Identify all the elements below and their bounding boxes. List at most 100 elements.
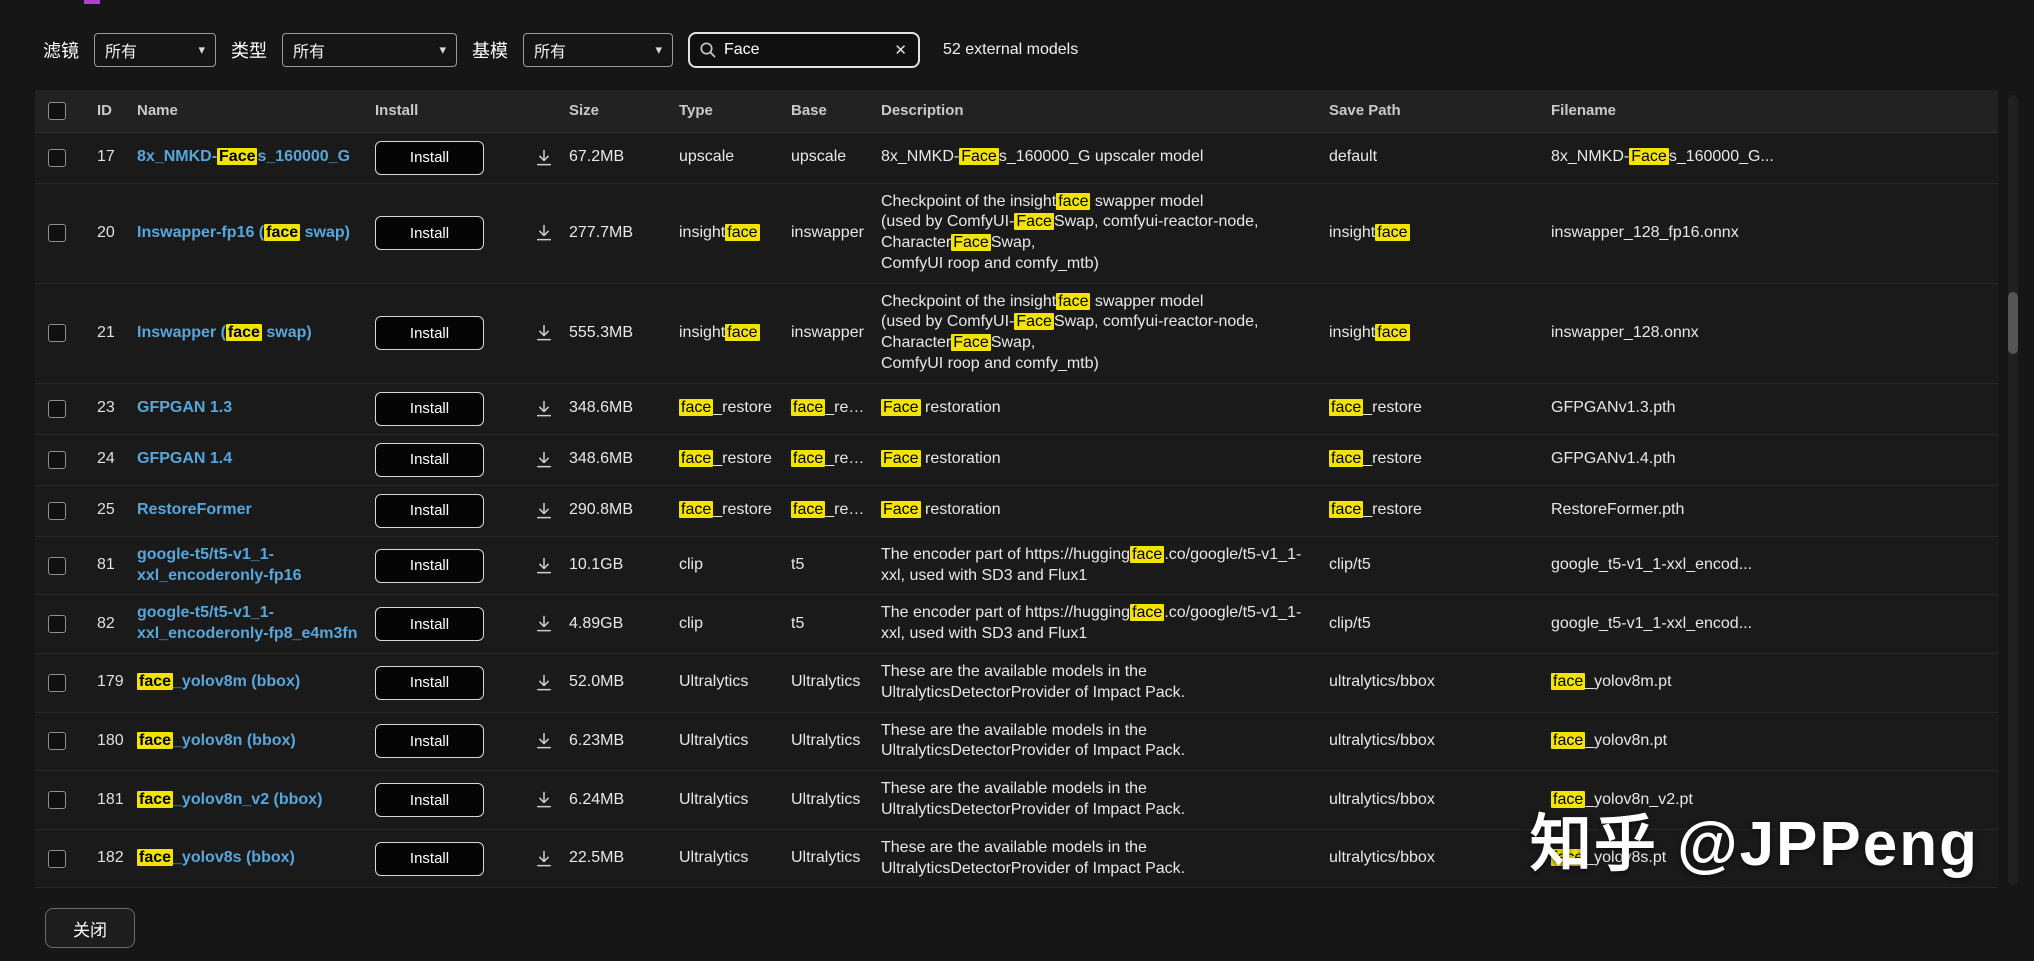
row-checkbox[interactable] <box>48 673 66 692</box>
model-name-link[interactable]: face _yolov8n (bbox) <box>137 732 296 750</box>
clear-search-icon[interactable]: ✕ <box>894 42 907 59</box>
download-icon[interactable] <box>534 790 554 810</box>
row-id: 20 <box>97 223 115 241</box>
row-description: Face restoration <box>881 501 1001 519</box>
install-button[interactable]: Install <box>375 548 484 583</box>
close-button[interactable]: 关闭 <box>45 908 135 948</box>
row-checkbox[interactable] <box>48 791 66 810</box>
model-name-link[interactable]: google-t5/t5-v1_1-xxl_encoderonly-fp16 <box>137 545 302 584</box>
download-icon[interactable] <box>534 614 554 634</box>
install-button[interactable]: Install <box>375 391 484 426</box>
row-checkbox[interactable] <box>48 849 66 868</box>
row-base: Ultralytics <box>791 849 861 867</box>
row-save-path: default <box>1329 148 1378 166</box>
scrollbar-track[interactable] <box>2008 95 2018 885</box>
row-checkbox-cell <box>35 549 97 583</box>
row-type: clip <box>679 556 704 574</box>
table-row: 181 face _yolov8n_v2 (bbox) Install 6.24M… <box>35 771 1998 830</box>
row-size: 555.3MB <box>569 323 634 341</box>
row-type: face _restore <box>679 399 772 417</box>
row-id: 17 <box>97 148 115 166</box>
select-all-checkbox[interactable] <box>48 101 66 120</box>
model-name-link[interactable]: 8x_NMKD- Face s_160000_G <box>137 148 351 166</box>
row-checkbox[interactable] <box>48 501 66 520</box>
row-description: Face restoration <box>881 399 1001 417</box>
table-header-row: ID Name Install Size Type Base Descripti… <box>35 90 1998 133</box>
row-checkbox-cell <box>35 494 97 528</box>
search-box: ✕ <box>688 32 920 68</box>
row-save-path: clip/t5 <box>1329 614 1371 632</box>
model-name-link[interactable]: face _yolov8m (bbox) <box>137 673 301 691</box>
row-type: Ultralytics <box>679 849 749 867</box>
type-select[interactable]: 所有 ▾ <box>282 33 457 67</box>
row-description: The encoder part of https://hugging face.… <box>881 545 1302 584</box>
row-filename: google_t5-v1_1-xxl_encod... <box>1551 556 1753 574</box>
header-install: Install <box>375 102 419 119</box>
search-icon <box>700 42 716 58</box>
scrollbar-thumb[interactable] <box>2008 292 2018 354</box>
download-icon[interactable] <box>534 323 554 343</box>
download-icon[interactable] <box>534 849 554 869</box>
header-description: Description <box>881 102 964 119</box>
header-download <box>523 100 569 122</box>
row-checkbox-cell <box>35 842 97 876</box>
chevron-down-icon: ▾ <box>655 42 662 57</box>
model-name-link[interactable]: GFPGAN 1.4 <box>137 450 233 468</box>
install-button[interactable]: Install <box>375 724 484 759</box>
model-name-link[interactable]: GFPGAN 1.3 <box>137 399 233 417</box>
row-save-path: insight face <box>1329 323 1410 341</box>
row-checkbox-cell <box>35 141 97 175</box>
install-button[interactable]: Install <box>375 442 484 477</box>
install-button[interactable]: Install <box>375 607 484 642</box>
table-row: 82 google-t5/t5-v1_1-xxl_encoderonly-fp8… <box>35 595 1998 655</box>
download-icon[interactable] <box>534 556 554 576</box>
install-button[interactable]: Install <box>375 493 484 528</box>
row-filename: google_t5-v1_1-xxl_encod... <box>1551 614 1753 632</box>
install-button[interactable]: Install <box>375 140 484 175</box>
row-filename: face _yolov8n_v2.pt <box>1551 790 1693 808</box>
download-icon[interactable] <box>534 399 554 419</box>
base-select[interactable]: 所有 ▾ <box>523 33 673 67</box>
row-checkbox[interactable] <box>48 615 66 634</box>
model-name-link[interactable]: google-t5/t5-v1_1-xxl_encoderonly-fp8_e4… <box>137 604 358 643</box>
table-body: 17 8x_NMKD- Face s_160000_G Install 67.2MB… <box>35 133 1998 889</box>
row-checkbox[interactable] <box>48 148 66 167</box>
model-name-link[interactable]: face _yolov8n_v2 (bbox) <box>137 790 323 808</box>
download-icon[interactable] <box>534 450 554 470</box>
row-checkbox[interactable] <box>48 450 66 469</box>
row-description: Checkpoint of the insight face swapper mo… <box>881 292 1259 373</box>
install-button[interactable]: Install <box>375 316 484 351</box>
download-icon[interactable] <box>534 673 554 693</box>
row-filename: face _yolov8m.pt <box>1551 673 1672 691</box>
install-button[interactable]: Install <box>375 216 484 251</box>
install-button[interactable]: Install <box>375 665 484 700</box>
row-type: insight face <box>679 223 760 241</box>
row-checkbox[interactable] <box>48 556 66 575</box>
row-checkbox[interactable] <box>48 732 66 751</box>
row-checkbox[interactable] <box>48 224 66 243</box>
type-select-value: 所有 <box>293 44 326 61</box>
model-name-link[interactable]: Inswapper-fp16 (face swap) <box>137 223 350 241</box>
row-checkbox[interactable] <box>48 399 66 418</box>
filter-label: 滤镜 <box>43 41 79 61</box>
install-button[interactable]: Install <box>375 783 484 818</box>
download-icon[interactable] <box>534 731 554 751</box>
row-checkbox-cell <box>35 392 97 426</box>
row-id: 180 <box>97 732 124 750</box>
model-name-link[interactable]: face _yolov8s (bbox) <box>137 849 295 867</box>
install-button[interactable]: Install <box>375 841 484 876</box>
row-filename: inswapper_128.onnx <box>1551 323 1699 341</box>
download-icon[interactable] <box>534 148 554 168</box>
row-base: inswapper <box>791 323 864 341</box>
model-name-link[interactable]: Inswapper (face swap) <box>137 323 312 341</box>
search-input[interactable] <box>724 41 886 59</box>
row-description: These are the available models in the Ul… <box>881 721 1186 760</box>
header-save-path: Save Path <box>1329 102 1401 119</box>
model-name-link[interactable]: RestoreFormer <box>137 501 252 519</box>
filter-select[interactable]: 所有 ▾ <box>94 33 216 67</box>
row-filename: GFPGANv1.4.pth <box>1551 450 1676 468</box>
row-checkbox[interactable] <box>48 324 66 343</box>
base-select-value: 所有 <box>534 44 567 61</box>
download-icon[interactable] <box>534 223 554 243</box>
download-icon[interactable] <box>534 501 554 521</box>
